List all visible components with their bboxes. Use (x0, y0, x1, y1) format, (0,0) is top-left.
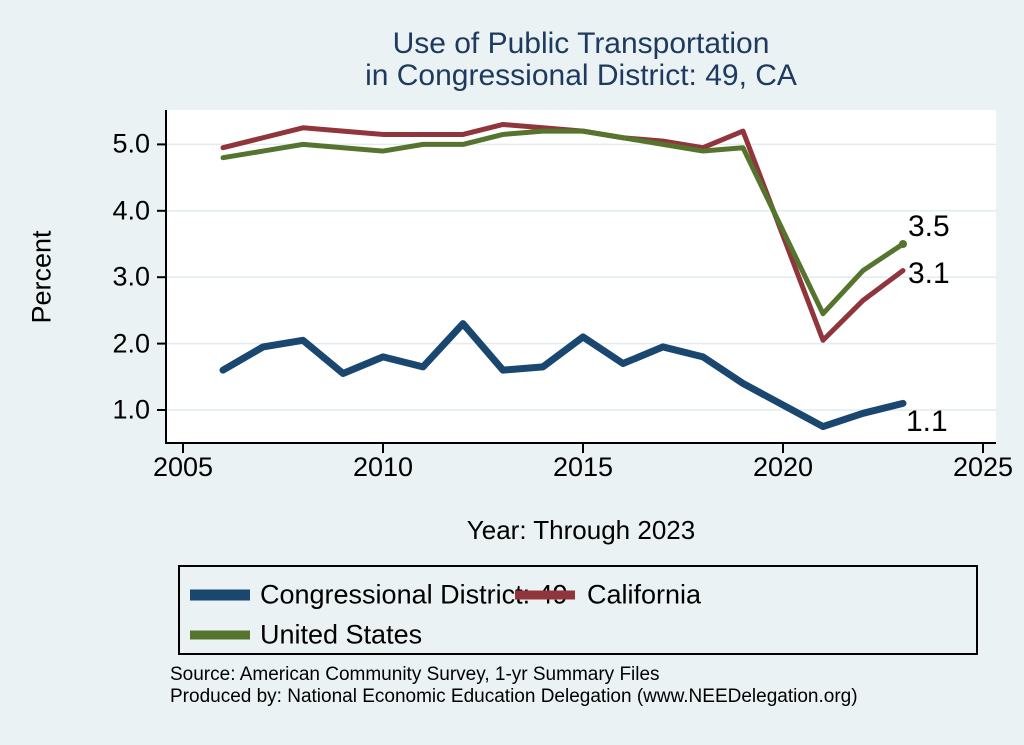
x-axis-tick-label: 2010 (352, 452, 414, 482)
produced-by-line: Produced by: National Economic Education… (170, 686, 858, 707)
x-axis-tick-label: 2020 (752, 452, 814, 482)
y-axis-tick-label: 3.0 (112, 261, 150, 292)
series-end-marker (899, 240, 907, 248)
source-line: Source: American Community Survey, 1-yr … (170, 664, 660, 685)
end-label-california: 3.1 (908, 257, 950, 290)
series-line-congressional-district-49 (219, 320, 907, 431)
chart-title: Use of Public Transportation in Congress… (166, 28, 996, 92)
series-line-united-states (220, 128, 906, 317)
chart-title-line2: in Congressional District: 49, CA (365, 59, 797, 92)
x-axis-tick-label: 2015 (552, 452, 614, 482)
y-axis-title: Percent (26, 230, 57, 324)
legend-label-california: California (587, 579, 702, 610)
end-label-district: 1.1 (906, 405, 948, 438)
x-axis-title: Year: Through 2023 (466, 515, 696, 545)
y-axis-tick-label: 2.0 (112, 328, 150, 359)
y-axis-tick-label: 1.0 (112, 394, 150, 425)
legend-swatch-district (190, 589, 250, 601)
end-label-united-states: 3.5 (908, 210, 950, 243)
legend-swatch-california (515, 590, 575, 600)
x-axis-tick-label: 2005 (152, 452, 214, 482)
source-note: Source: American Community Survey, 1-yr … (170, 664, 1000, 708)
y-axis-tick-label: 4.0 (112, 195, 150, 226)
legend-swatch-united-states (190, 630, 250, 640)
legend: Congressional District: 49 California Un… (178, 565, 978, 655)
y-axis-tick-label: 5.0 (112, 128, 150, 159)
legend-label-united-states: United States (260, 619, 423, 650)
x-axis-tick-label: 2025 (952, 452, 1014, 482)
chart-title-line1: Use of Public Transportation (392, 27, 770, 60)
